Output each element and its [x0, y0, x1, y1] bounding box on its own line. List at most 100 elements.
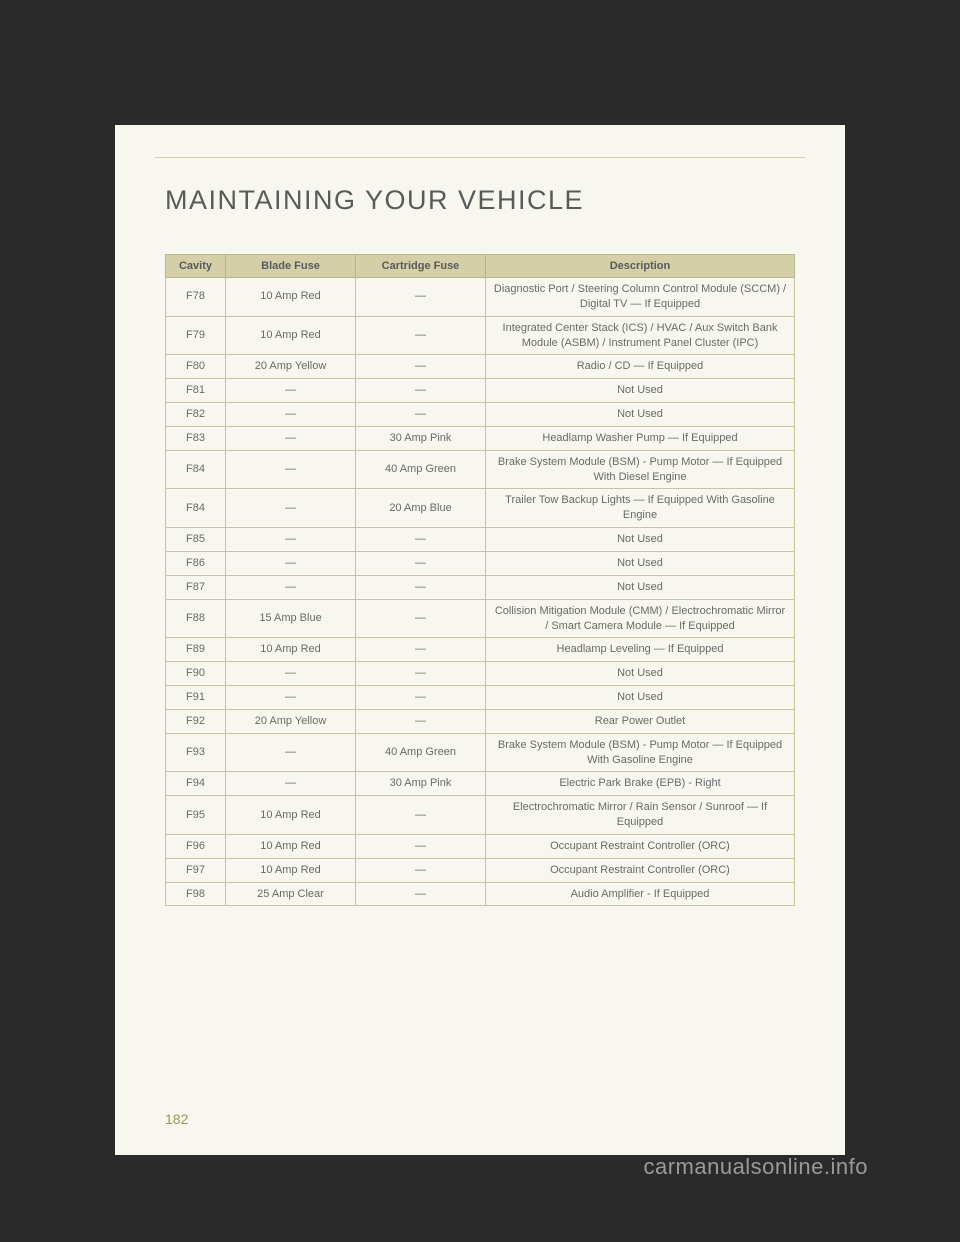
table-cell: Trailer Tow Backup Lights — If Equipped …	[486, 489, 795, 528]
table-cell: —	[356, 355, 486, 379]
table-cell: Not Used	[486, 528, 795, 552]
table-cell: Collision Mitigation Module (CMM) / Elec…	[486, 599, 795, 638]
table-row: F9825 Amp Clear—Audio Amplifier - If Equ…	[166, 882, 795, 906]
table-cell: Not Used	[486, 379, 795, 403]
table-cell: —	[356, 316, 486, 355]
table-cell: —	[356, 834, 486, 858]
table-cell: —	[356, 528, 486, 552]
table-row: F94—30 Amp PinkElectric Park Brake (EPB)…	[166, 772, 795, 796]
table-cell: —	[356, 686, 486, 710]
table-cell: 10 Amp Red	[226, 316, 356, 355]
page-number: 182	[165, 1111, 188, 1127]
table-cell: F79	[166, 316, 226, 355]
table-cell: 40 Amp Green	[356, 733, 486, 772]
table-cell: F93	[166, 733, 226, 772]
manual-page: MAINTAINING YOUR VEHICLE Cavity Blade Fu…	[115, 125, 845, 1155]
table-row: F91——Not Used	[166, 686, 795, 710]
table-cell: F85	[166, 528, 226, 552]
table-row: F7910 Amp Red—Integrated Center Stack (I…	[166, 316, 795, 355]
table-row: F81——Not Used	[166, 379, 795, 403]
table-row: F9710 Amp Red—Occupant Restraint Control…	[166, 858, 795, 882]
table-cell: F97	[166, 858, 226, 882]
col-header-cartridge: Cartridge Fuse	[356, 255, 486, 278]
table-cell: —	[356, 882, 486, 906]
table-cell: —	[226, 489, 356, 528]
col-header-description: Description	[486, 255, 795, 278]
table-cell: —	[226, 772, 356, 796]
table-row: F90——Not Used	[166, 662, 795, 686]
table-cell: Brake System Module (BSM) - Pump Motor —…	[486, 450, 795, 489]
table-cell: —	[226, 733, 356, 772]
table-cell: 30 Amp Pink	[356, 426, 486, 450]
top-border	[155, 157, 805, 158]
table-cell: 20 Amp Blue	[356, 489, 486, 528]
table-cell: —	[356, 575, 486, 599]
table-cell: —	[356, 403, 486, 427]
table-cell: Headlamp Washer Pump — If Equipped	[486, 426, 795, 450]
table-row: F85——Not Used	[166, 528, 795, 552]
table-cell: —	[356, 796, 486, 835]
table-cell: Rear Power Outlet	[486, 709, 795, 733]
watermark: carmanualsonline.info	[643, 1154, 868, 1180]
table-cell: Electric Park Brake (EPB) - Right	[486, 772, 795, 796]
table-row: F84—40 Amp GreenBrake System Module (BSM…	[166, 450, 795, 489]
table-row: F82——Not Used	[166, 403, 795, 427]
table-cell: F86	[166, 551, 226, 575]
table-cell: —	[356, 638, 486, 662]
page-title: MAINTAINING YOUR VEHICLE	[165, 185, 795, 216]
table-cell: —	[356, 278, 486, 317]
table-cell: —	[226, 379, 356, 403]
table-cell: —	[356, 858, 486, 882]
table-cell: F92	[166, 709, 226, 733]
table-cell: —	[356, 709, 486, 733]
table-cell: Not Used	[486, 575, 795, 599]
table-cell: 40 Amp Green	[356, 450, 486, 489]
table-cell: Occupant Restraint Controller (ORC)	[486, 858, 795, 882]
table-cell: 30 Amp Pink	[356, 772, 486, 796]
table-cell: F95	[166, 796, 226, 835]
table-cell: 10 Amp Red	[226, 638, 356, 662]
table-cell: F80	[166, 355, 226, 379]
table-row: F9510 Amp Red—Electrochromatic Mirror / …	[166, 796, 795, 835]
table-row: F9220 Amp Yellow—Rear Power Outlet	[166, 709, 795, 733]
table-header-row: Cavity Blade Fuse Cartridge Fuse Descrip…	[166, 255, 795, 278]
table-row: F86——Not Used	[166, 551, 795, 575]
table-row: F8815 Amp Blue—Collision Mitigation Modu…	[166, 599, 795, 638]
table-row: F87——Not Used	[166, 575, 795, 599]
table-cell: F89	[166, 638, 226, 662]
table-cell: 10 Amp Red	[226, 796, 356, 835]
table-cell: 25 Amp Clear	[226, 882, 356, 906]
table-cell: Occupant Restraint Controller (ORC)	[486, 834, 795, 858]
table-cell: —	[226, 575, 356, 599]
col-header-cavity: Cavity	[166, 255, 226, 278]
table-cell: 10 Amp Red	[226, 858, 356, 882]
table-cell: —	[226, 528, 356, 552]
table-cell: —	[356, 379, 486, 403]
table-cell: 20 Amp Yellow	[226, 355, 356, 379]
table-cell: Headlamp Leveling — If Equipped	[486, 638, 795, 662]
table-cell: —	[226, 450, 356, 489]
table-cell: —	[226, 426, 356, 450]
table-cell: Not Used	[486, 551, 795, 575]
table-cell: F91	[166, 686, 226, 710]
table-row: F8910 Amp Red—Headlamp Leveling — If Equ…	[166, 638, 795, 662]
table-cell: —	[356, 662, 486, 686]
table-cell: 10 Amp Red	[226, 834, 356, 858]
table-cell: 15 Amp Blue	[226, 599, 356, 638]
table-cell: Not Used	[486, 662, 795, 686]
table-cell: Radio / CD — If Equipped	[486, 355, 795, 379]
table-cell: Not Used	[486, 686, 795, 710]
table-cell: 10 Amp Red	[226, 278, 356, 317]
table-cell: F94	[166, 772, 226, 796]
table-cell: Audio Amplifier - If Equipped	[486, 882, 795, 906]
table-cell: F84	[166, 489, 226, 528]
table-cell: Not Used	[486, 403, 795, 427]
table-cell: Brake System Module (BSM) - Pump Motor —…	[486, 733, 795, 772]
table-row: F7810 Amp Red—Diagnostic Port / Steering…	[166, 278, 795, 317]
fuse-table: Cavity Blade Fuse Cartridge Fuse Descrip…	[165, 254, 795, 906]
table-row: F84—20 Amp BlueTrailer Tow Backup Lights…	[166, 489, 795, 528]
table-cell: F96	[166, 834, 226, 858]
table-cell: F81	[166, 379, 226, 403]
table-cell: F90	[166, 662, 226, 686]
table-cell: —	[226, 686, 356, 710]
